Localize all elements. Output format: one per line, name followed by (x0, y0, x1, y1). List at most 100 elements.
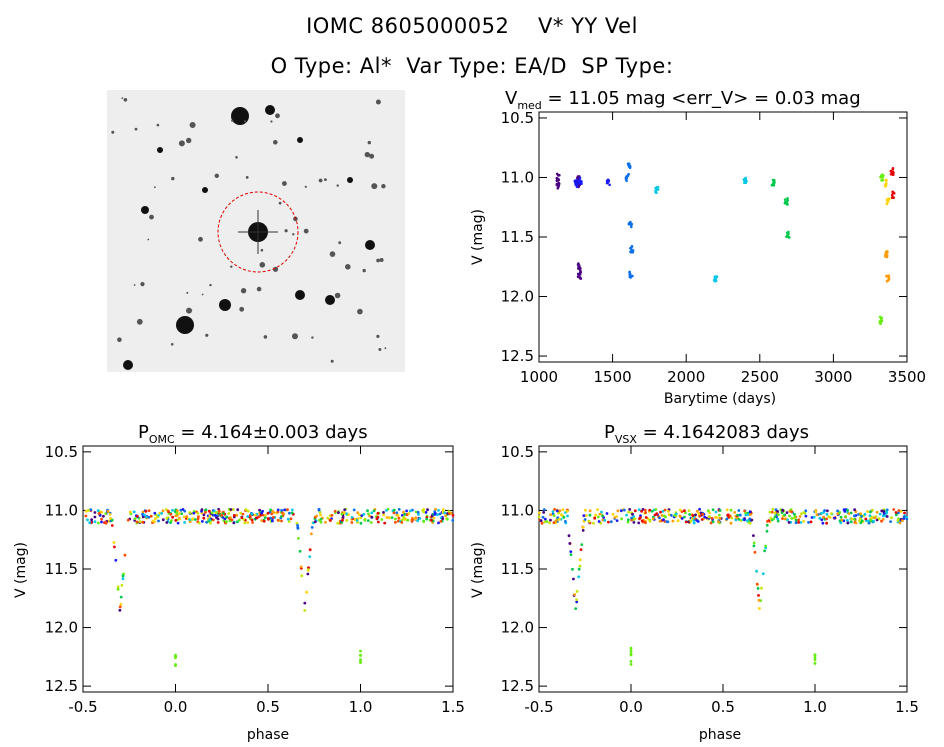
phase-omc-point (359, 516, 363, 520)
star-12 (347, 177, 353, 183)
phase-vsx-outlier (629, 663, 633, 666)
phase-vsx-point (773, 511, 777, 515)
phase-omc-point (319, 513, 322, 517)
phase-vsx-point (709, 521, 713, 525)
phase-omc-point (212, 509, 216, 513)
light-curve-xtick-label: 3500 (888, 368, 926, 386)
phase-vsx-ytick-label: 11.5 (501, 560, 534, 578)
phase-vsx-point (659, 510, 662, 514)
phase-omc-point (135, 520, 139, 524)
phase-omc-point (286, 508, 289, 512)
phase-omc-title: POMC = 4.164±0.003 days (138, 422, 368, 446)
light-curve-point (654, 191, 658, 194)
phase-omc-point (385, 516, 389, 519)
phase-vsx-point (696, 509, 699, 513)
phase-vsx-point (849, 511, 853, 515)
phase-omc-panel: POMC = 4.164±0.003 days phase V (mag) -0… (13, 422, 465, 743)
faint-star (243, 120, 247, 123)
light-curve-point (625, 179, 628, 183)
faint-star (381, 184, 386, 189)
phase-omc-point (121, 574, 125, 578)
phase-vsx-point (592, 521, 595, 525)
phase-vsx-point (698, 514, 701, 518)
light-curve-point (629, 274, 632, 278)
phase-vsx-point (748, 521, 752, 525)
phase-omc-point (253, 513, 257, 517)
faint-star (190, 309, 193, 311)
phase-omc-point (169, 521, 172, 524)
phase-vsx-point (601, 514, 604, 518)
phase-vsx-point (725, 517, 729, 521)
phase-vsx-point (815, 513, 819, 517)
star-3 (219, 299, 231, 311)
phase-vsx-point (651, 517, 655, 521)
phase-vsx-point (579, 548, 583, 551)
phase-vsx-point (880, 519, 883, 523)
light-curve-frame (538, 111, 908, 363)
phase-omc-point (394, 517, 397, 521)
phase-omc-point (183, 515, 186, 519)
phase-omc-point (114, 558, 118, 562)
light-curve-point (555, 182, 559, 186)
phase-omc-point (243, 521, 247, 525)
phase-vsx-point (643, 508, 647, 512)
phase-omc-point (183, 521, 187, 524)
phase-vsx-point (897, 509, 901, 512)
phase-omc-point (176, 509, 179, 512)
phase-omc-point (289, 517, 293, 521)
phase-vsx-point (873, 516, 877, 520)
star-6 (365, 240, 375, 250)
phase-omc-point (151, 519, 155, 523)
phase-omc-point (116, 587, 120, 591)
phase-vsx-point (653, 513, 657, 517)
phase-omc-point (405, 509, 408, 513)
light-curve-point (575, 185, 579, 189)
light-curve-xlabel: Barytime (days) (664, 391, 776, 407)
phase-omc-point (303, 601, 307, 605)
faint-star (121, 97, 124, 99)
faint-star (318, 178, 323, 183)
phase-omc-outlier (359, 649, 362, 653)
phase-vsx-point (728, 514, 732, 518)
phase-vsx-point (619, 509, 623, 513)
faint-star (371, 183, 378, 190)
phase-omc-point (297, 537, 300, 540)
light-curve-point (885, 202, 889, 206)
phase-omc-point (100, 520, 103, 524)
phase-omc-point (416, 519, 419, 523)
phase-vsx-point (822, 516, 825, 519)
faint-star (292, 233, 295, 236)
phase-vsx-point (820, 512, 823, 515)
phase-vsx-outlier (629, 649, 633, 653)
phase-vsx-point (696, 520, 700, 523)
phase-omc-point (144, 509, 148, 513)
phase-omc-point (272, 515, 275, 519)
page-subtitle: O Type: Al* Var Type: EA/D SP Type: (270, 54, 674, 78)
phase-vsx-point (853, 508, 856, 512)
phase-vsx-point (804, 509, 808, 513)
phase-vsx-point (640, 509, 643, 513)
faint-star (136, 318, 143, 325)
phase-omc-point (441, 517, 445, 521)
phase-vsx-point (894, 511, 898, 514)
light-curve-point (884, 184, 888, 187)
phase-omc-point (229, 508, 233, 511)
light-curve-point (556, 187, 560, 190)
phase-omc-point (397, 516, 401, 520)
phase-vsx-point (746, 513, 750, 516)
phase-omc-point (255, 516, 259, 520)
phase-vsx-point (555, 509, 559, 513)
phase-omc-point (90, 518, 93, 522)
light-curve-xtick-label: 2000 (667, 368, 705, 386)
phase-vsx-point (768, 510, 772, 514)
star-10 (157, 147, 163, 153)
phase-vsx-point (765, 529, 769, 533)
phase-vsx-point (575, 598, 578, 601)
faint-star (330, 359, 334, 363)
phase-vsx-point (562, 515, 566, 519)
phase-omc-point (397, 508, 401, 511)
light-curve-point (890, 193, 894, 197)
phase-vsx-point (733, 511, 737, 514)
faint-star (338, 241, 342, 245)
phase-vsx-point (599, 521, 603, 525)
